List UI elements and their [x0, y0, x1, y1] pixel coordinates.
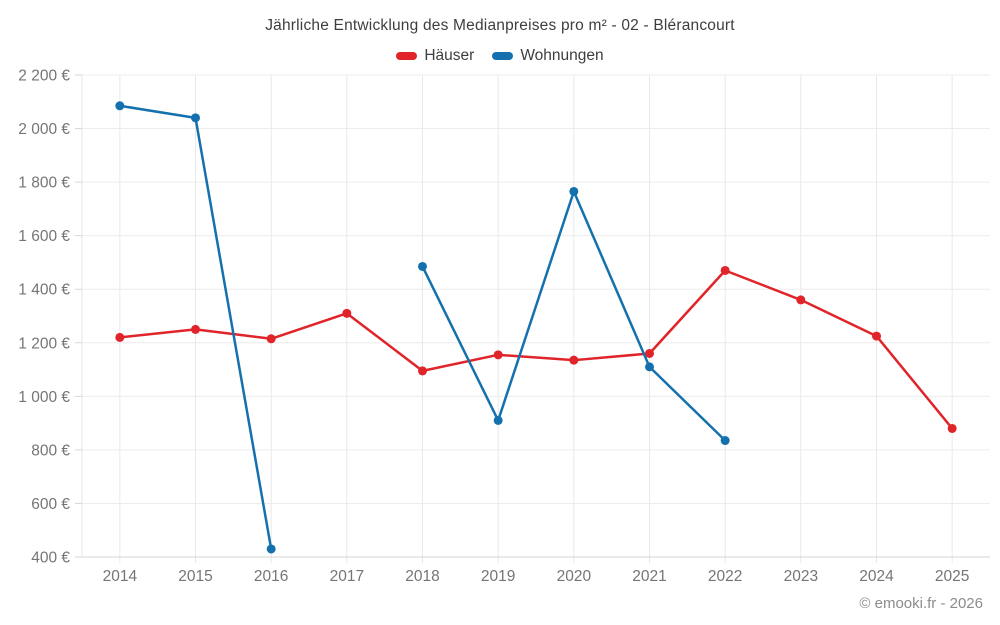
y-tick-label: 1 400 €	[18, 282, 70, 299]
data-point-hauser[interactable]	[645, 348, 654, 358]
y-tick-label: 400 €	[31, 550, 70, 567]
x-tick-label: 2021	[632, 568, 666, 585]
data-point-hauser[interactable]	[342, 308, 352, 318]
x-tick-label: 2017	[330, 568, 364, 585]
data-point-hauser[interactable]	[115, 332, 125, 342]
data-point-wohnungen[interactable]	[645, 362, 654, 372]
data-point-hauser[interactable]	[796, 295, 806, 305]
chart-title: Jährliche Entwicklung des Medianpreises …	[265, 17, 735, 34]
data-point-wohnungen[interactable]	[191, 113, 200, 123]
y-tick-label: 2 200 €	[18, 68, 70, 85]
data-point-hauser[interactable]	[947, 423, 957, 433]
y-tick-label: 600 €	[31, 496, 70, 513]
y-tick-label: 1 800 €	[18, 175, 70, 192]
legend-label-hauser: Häuser	[424, 47, 475, 64]
data-point-wohnungen[interactable]	[266, 544, 276, 554]
data-point-hauser[interactable]	[493, 350, 503, 360]
x-tick-label: 2025	[935, 568, 969, 585]
y-tick-label: 1 000 €	[18, 389, 70, 406]
data-point-hauser[interactable]	[191, 324, 200, 334]
x-tick-label: 2024	[859, 568, 894, 585]
y-tick-label: 800 €	[31, 442, 70, 459]
legend-item-hauser[interactable]: Häuser	[396, 47, 474, 65]
data-point-wohnungen[interactable]	[720, 436, 730, 446]
x-tick-label: 2019	[481, 568, 515, 585]
data-point-hauser[interactable]	[720, 265, 730, 275]
series-line-hauser	[118, 269, 954, 430]
data-point-wohnungen[interactable]	[115, 101, 125, 111]
legend-label-wohnungen: Wohnungen	[520, 47, 604, 64]
copyright: © emooki.fr - 2026	[859, 595, 983, 612]
data-point-hauser[interactable]	[569, 355, 579, 365]
x-tick-label: 2014	[103, 568, 138, 585]
data-point-hauser[interactable]	[872, 331, 881, 341]
x-tick-label: 2016	[254, 568, 288, 585]
legend-swatch-wohnungen-icon	[492, 52, 514, 60]
y-tick-label: 1 600 €	[18, 228, 70, 245]
x-tick-label: 2015	[178, 568, 212, 585]
x-tick-label: 2020	[557, 568, 592, 585]
data-point-wohnungen[interactable]	[493, 415, 503, 425]
data-point-wohnungen[interactable]	[418, 261, 427, 271]
data-point-wohnungen[interactable]	[569, 186, 579, 196]
data-point-hauser[interactable]	[266, 334, 276, 344]
x-tick-label: 2022	[708, 568, 742, 585]
legend-item-wohnungen[interactable]: Wohnungen	[492, 47, 604, 65]
x-tick-label: 2018	[405, 568, 439, 585]
legend: Häuser Wohnungen	[0, 47, 1000, 65]
y-tick-label: 2 000 €	[18, 121, 70, 138]
y-tick-label: 1 200 €	[18, 335, 70, 352]
data-point-hauser[interactable]	[418, 366, 427, 376]
x-tick-label: 2023	[784, 568, 818, 585]
legend-swatch-hauser-icon	[396, 52, 418, 60]
